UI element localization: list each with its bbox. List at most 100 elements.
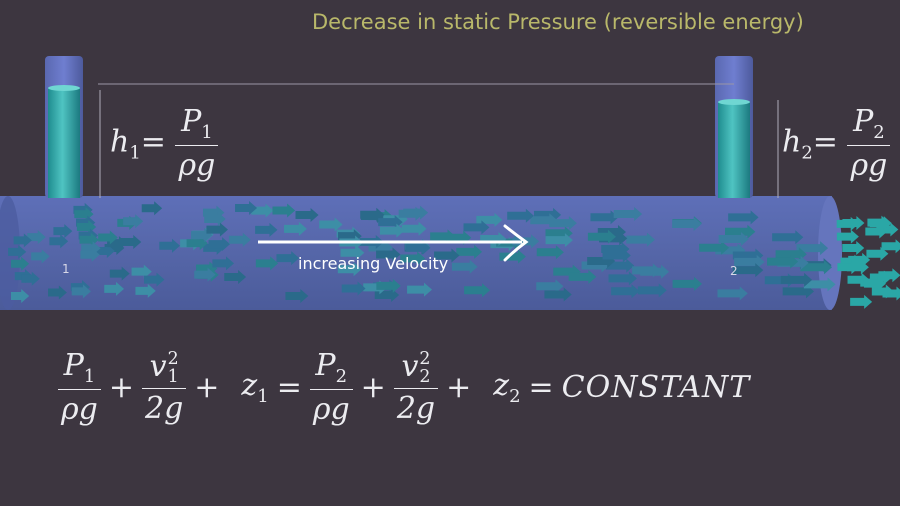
flow-particle-arrow xyxy=(878,268,900,283)
flow-particle-arrow xyxy=(379,223,405,238)
flow-particle-arrow xyxy=(718,232,749,247)
liquid-column-2 xyxy=(718,102,750,198)
flow-particle-arrow xyxy=(800,260,833,275)
flow-particle-arrow xyxy=(251,203,274,218)
flow-particle-arrow xyxy=(376,278,401,293)
flow-particle-arrow xyxy=(587,229,616,244)
flow-particle-arrow xyxy=(123,214,144,229)
flow-particle-arrow xyxy=(672,217,702,232)
flow-particle-arrow xyxy=(340,245,365,260)
flow-particle-arrow xyxy=(728,210,759,225)
flow-particle-arrow xyxy=(71,284,91,299)
flow-particle-arrow xyxy=(272,203,296,218)
flow-particle-arrow xyxy=(863,276,886,291)
flow-particle-arrow xyxy=(194,267,216,282)
flow-particle-arrow xyxy=(284,221,307,236)
flow-particle-arrow xyxy=(608,271,637,286)
flow-particle-arrow xyxy=(49,234,69,249)
flow-particle-arrow xyxy=(121,235,142,249)
flow-particle-arrow xyxy=(98,230,118,245)
flow-particle-arrow xyxy=(48,285,67,300)
flow-particle-arrow xyxy=(780,272,813,287)
flow-particle-arrow xyxy=(212,256,235,271)
bernoulli-constant: CONSTANT xyxy=(561,370,751,405)
elevation-head-2: z2 xyxy=(493,368,521,407)
flow-particle-arrow xyxy=(13,233,32,248)
flow-particle-arrow xyxy=(295,207,319,222)
flow-particle-arrow xyxy=(568,269,597,284)
flow-particle-arrow xyxy=(319,217,343,232)
flow-particle-arrow xyxy=(803,277,836,292)
flow-particle-arrow xyxy=(376,247,401,262)
flow-particle-arrow xyxy=(456,244,483,259)
liquid-column-1 xyxy=(48,88,80,198)
flow-particle-arrow xyxy=(228,232,251,247)
flow-particle-arrow xyxy=(434,248,460,263)
flow-particle-arrow xyxy=(53,224,73,239)
flow-particle-arrow xyxy=(549,216,577,231)
flow-particle-arrow xyxy=(869,216,892,231)
flow-particle-arrow xyxy=(131,264,152,279)
flow-particle-arrow xyxy=(772,230,804,245)
flow-particle-arrow xyxy=(536,279,564,294)
flow-particle-arrow xyxy=(882,286,900,301)
flow-particle-arrow xyxy=(21,271,40,286)
flow-particle-arrow xyxy=(796,241,829,256)
velocity-head-2: v 2 2 2g xyxy=(393,349,439,426)
flow-particle-arrow xyxy=(590,210,619,225)
flow-particle-arrow xyxy=(204,211,226,226)
flow-particle-arrow xyxy=(545,233,573,248)
velocity-head-1: v 2 1 2g xyxy=(141,349,187,426)
flow-particle-arrow xyxy=(144,272,165,287)
elevation-head-1: z1 xyxy=(241,368,269,407)
flow-particle-arrow xyxy=(186,236,208,251)
flow-particle-arrow xyxy=(80,247,100,262)
flow-particle-arrow xyxy=(341,281,366,296)
flow-particle-arrow xyxy=(463,220,490,235)
flow-particle-arrow xyxy=(732,263,764,278)
flow-particle-arrow xyxy=(850,294,873,309)
flow-particle-arrow xyxy=(135,283,156,298)
pressure-head-1: P1 ρg xyxy=(58,348,101,427)
diagram-title: Decrease in static Pressure (reversible … xyxy=(312,10,804,34)
flow-particle-arrow xyxy=(881,239,900,254)
flow-particle-arrow xyxy=(398,206,424,221)
flow-particle-arrow xyxy=(767,254,799,269)
point-1-label: 1 xyxy=(62,262,70,276)
flow-particle-arrow xyxy=(95,244,115,259)
flow-particle-arrow xyxy=(109,266,130,281)
flow-particle-arrow xyxy=(141,201,163,216)
head-equation-1: h1= P1 ρg xyxy=(110,104,219,183)
flow-particle-arrow xyxy=(632,263,661,278)
flow-particle-arrow xyxy=(507,208,534,223)
flow-particle-arrow xyxy=(464,283,491,298)
flow-particle-arrow xyxy=(206,222,228,237)
flow-particle-arrow xyxy=(10,256,30,271)
flow-particle-arrow xyxy=(255,256,279,271)
flow-particle-arrow xyxy=(637,283,667,298)
flow-particle-arrow xyxy=(104,281,125,296)
pressure-head-2: P2 ρg xyxy=(309,348,353,427)
piezometer-tube-2 xyxy=(715,56,753,198)
velocity-arrow xyxy=(258,224,529,262)
flow-particle-arrow xyxy=(451,259,478,274)
flow-particle-arrow xyxy=(400,251,426,266)
flow-particle-arrow xyxy=(836,229,859,244)
flow-particle-arrow xyxy=(865,224,888,239)
flow-particle-arrow xyxy=(285,288,309,303)
flow-particle-arrow xyxy=(544,287,572,302)
flow-particle-arrow xyxy=(235,201,258,216)
flow-particle-arrow xyxy=(430,229,456,244)
flow-particle-arrow xyxy=(613,207,643,222)
flow-particles xyxy=(8,201,900,309)
flow-particle-arrow xyxy=(8,244,27,259)
flow-particle-arrow xyxy=(672,276,703,291)
flow-particle-arrow xyxy=(401,221,427,236)
flow-particle-arrow xyxy=(611,284,640,299)
flow-particle-arrow xyxy=(208,237,231,252)
flow-particle-arrow xyxy=(699,240,730,255)
flow-particle-arrow xyxy=(159,238,181,253)
flow-particle-arrow xyxy=(836,216,859,231)
head-equation-2: h2= P2 ρg xyxy=(782,104,891,183)
